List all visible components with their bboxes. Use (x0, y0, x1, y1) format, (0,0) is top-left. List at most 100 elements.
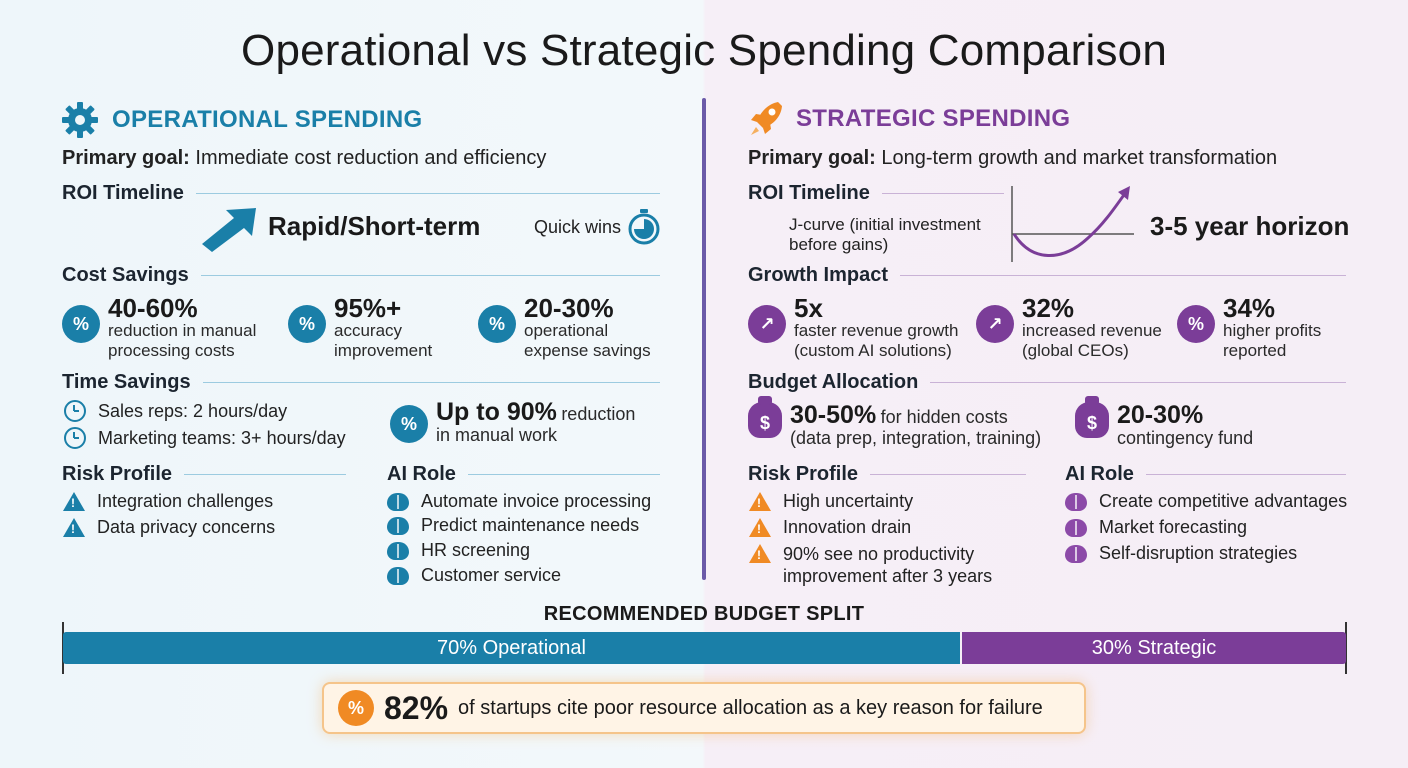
cost-savings-label: Cost Savings (62, 264, 189, 286)
risk-item: ! Integration challenges (63, 491, 273, 512)
j-curve-icon (1011, 186, 1134, 262)
strategic-share-label: 30% Strategic (1091, 636, 1217, 659)
operational-heading: OPERATIONAL SPENDING (60, 100, 422, 140)
stat-number: 20-30% (524, 293, 614, 323)
stat-desc: increased revenue (1022, 321, 1162, 340)
brain-icon (387, 492, 409, 511)
time-savings-label: Time Savings (62, 371, 191, 393)
percent-icon: % (288, 305, 326, 343)
split-bar-right-tick (1345, 622, 1347, 674)
stat-desc: for hidden costs (880, 407, 1008, 427)
ai-item-text: Market forecasting (1099, 517, 1248, 537)
ai-role-header: AI Role (387, 463, 660, 486)
risk-item: ! Innovation drain (749, 517, 911, 538)
stat-desc: reduction (561, 404, 636, 424)
ai-item-text: Customer service (421, 565, 562, 585)
stat-desc: higher profits (1223, 321, 1322, 340)
stat-desc: faster revenue growth (794, 321, 959, 340)
roi-timeline-label: ROI Timeline (748, 182, 870, 204)
risk-profile-header: Risk Profile (748, 463, 1026, 486)
money-bag-icon: $ (1075, 396, 1109, 438)
time-item: Sales reps: 2 hours/day (64, 400, 287, 422)
stat-desc: improvement (334, 341, 433, 360)
money-bag-icon: $ (748, 396, 782, 438)
stat-desc: reported (1223, 341, 1287, 360)
goal-text: Long-term growth and market transformati… (881, 147, 1278, 169)
time-item: Marketing teams: 3+ hours/day (64, 427, 346, 449)
growth-stat: ↗ 32% increased revenue (global CEOs) (976, 295, 1162, 361)
ai-role-header: AI Role (1065, 463, 1346, 486)
stat-desc: accuracy (334, 321, 403, 340)
brain-icon (1065, 492, 1087, 511)
ai-item: Customer service (387, 565, 561, 586)
stat-desc: expense savings (524, 341, 651, 360)
warning-icon: ! (63, 518, 85, 537)
ai-role-label: AI Role (387, 463, 456, 485)
strategic-heading: STRATEGIC SPENDING (748, 100, 1070, 138)
operational-heading-text: OPERATIONAL SPENDING (112, 106, 423, 133)
failure-callout: % 82% of startups cite poor resource all… (322, 682, 1086, 734)
risk-item-text: 90% see no productivity (783, 544, 975, 564)
stat-number: 20-30% (1117, 401, 1204, 429)
ai-item-text: Automate invoice processing (421, 491, 652, 511)
ai-item: Create competitive advantages (1065, 491, 1347, 512)
budget-stat: $ 30-50% for hidden costs (data prep, in… (748, 396, 1042, 448)
stat-desc: reduction in manual (108, 321, 257, 340)
growth-impact-header: Growth Impact (748, 264, 1346, 287)
column-divider (702, 98, 706, 580)
brain-icon (387, 541, 409, 560)
ai-role-label: AI Role (1065, 463, 1134, 485)
cost-stat: % 40-60% reduction in manual processing … (62, 295, 256, 361)
brain-icon (1065, 518, 1087, 537)
ai-item-text: Predict maintenance needs (421, 515, 640, 535)
budget-stat: $ 20-30% contingency fund (1075, 396, 1254, 448)
stat-desc: in manual work (436, 425, 558, 445)
page-title: Operational vs Strategic Spending Compar… (241, 26, 1167, 75)
percent-icon: % (62, 305, 100, 343)
ai-item: Predict maintenance needs (387, 515, 639, 536)
warning-icon: ! (749, 518, 771, 537)
j-curve-note-line: J-curve (initial investment (789, 215, 981, 234)
stat-number: Up to 90% (436, 398, 557, 426)
risk-profile-label: Risk Profile (748, 463, 859, 485)
ai-item: Market forecasting (1065, 517, 1247, 538)
percent-icon: % (390, 405, 428, 443)
risk-item-text: Innovation drain (783, 517, 912, 537)
warning-icon: ! (749, 544, 771, 563)
roi-value: Rapid/Short-term (268, 211, 481, 241)
cost-savings-header: Cost Savings (62, 264, 660, 287)
quick-wins-label: Quick wins (534, 217, 622, 237)
brain-icon (387, 516, 409, 535)
goal-text: Immediate cost reduction and efficiency (195, 147, 547, 169)
operational-goal: Primary goal: Immediate cost reduction a… (62, 147, 546, 170)
time-savings-header: Time Savings (62, 371, 660, 394)
growth-stat: % 34% higher profits reported (1177, 295, 1321, 361)
gear-icon (62, 102, 98, 138)
rocket-icon (751, 102, 782, 135)
stat-number: 5x (794, 293, 823, 323)
time-item-text: Marketing teams: 3+ hours/day (98, 427, 346, 448)
stat-desc: (global CEOs) (1022, 341, 1129, 360)
operational-share-bar: 70% Operational (63, 632, 960, 664)
ai-item: Self-disruption strategies (1065, 543, 1297, 564)
roi-timeline-label: ROI Timeline (62, 182, 184, 204)
percent-icon: % (478, 305, 516, 343)
roi-timeline-header: ROI Timeline (62, 182, 660, 205)
goal-label: Primary goal: (62, 147, 190, 169)
time-stat: % Up to 90% reduction in manual work (390, 399, 635, 445)
risk-item-text: improvement after 3 years (783, 566, 993, 586)
stat-number: 40-60% (108, 293, 198, 323)
budget-split-title: RECOMMENDED BUDGET SPLIT (543, 603, 865, 625)
operational-share-label: 70% Operational (437, 636, 586, 659)
risk-item-text: High uncertainty (783, 491, 914, 511)
stat-desc: (data prep, integration, training) (790, 428, 1042, 448)
stat-desc: contingency fund (1117, 428, 1254, 448)
ai-item-text: HR screening (421, 540, 531, 560)
arrow-up-right-icon (202, 208, 256, 252)
risk-item: ! 90% see no productivity improvement af… (749, 543, 992, 587)
time-item-text: Sales reps: 2 hours/day (98, 400, 288, 421)
callout-number: 82% (384, 689, 449, 726)
goal-label: Primary goal: (748, 147, 876, 169)
growth-impact-label: Growth Impact (748, 264, 889, 286)
stat-number: 32% (1022, 293, 1075, 323)
